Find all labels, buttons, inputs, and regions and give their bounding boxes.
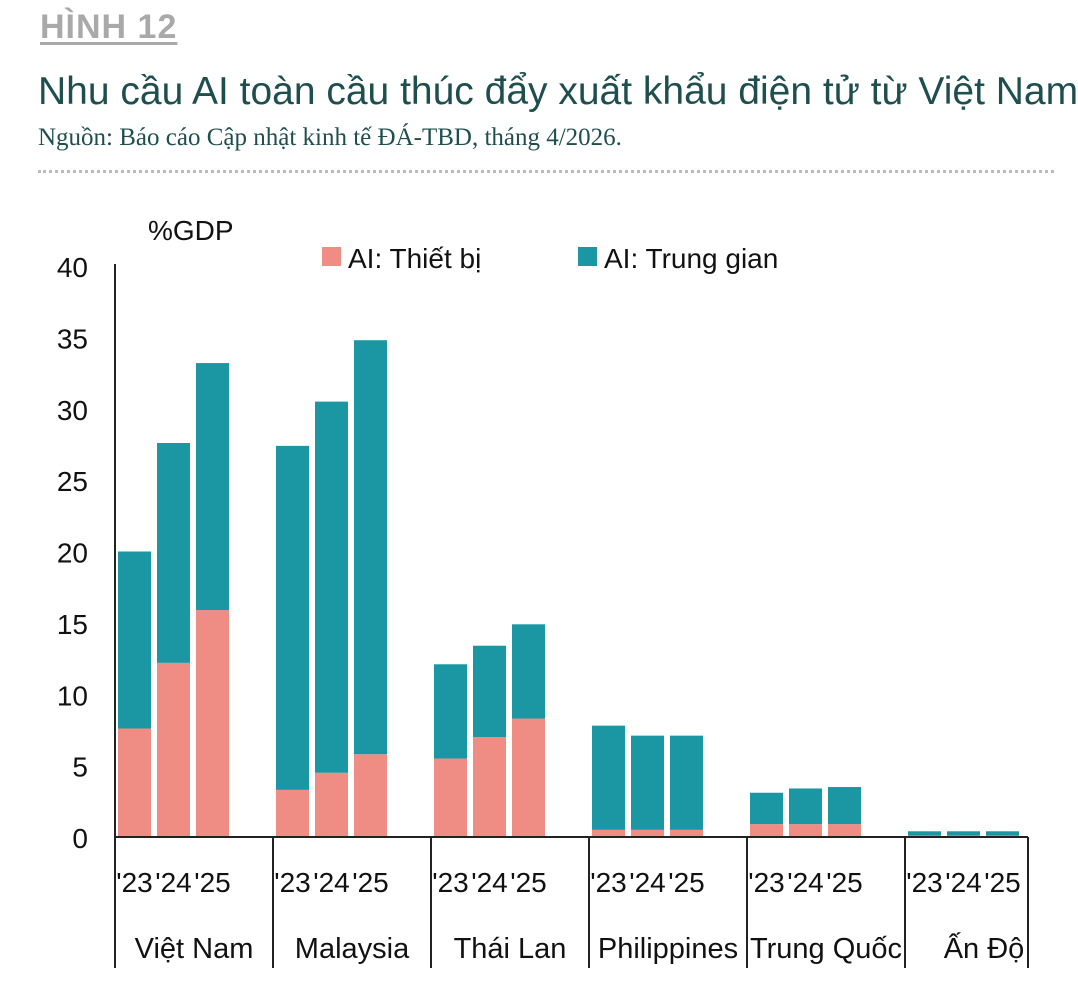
- x-tick-label: '24: [629, 867, 666, 898]
- bar-segment: [828, 787, 861, 825]
- legend-label: AI: Trung gian: [604, 243, 778, 274]
- bar-segment: [276, 445, 309, 790]
- bar-segment: [354, 754, 387, 837]
- x-tick-label: '23: [432, 867, 469, 898]
- bar-segment: [592, 725, 625, 830]
- legend: AI: Thiết bị AI: Trung gian: [322, 243, 778, 274]
- bar-segment: [986, 831, 1019, 836]
- bar-segment: [789, 788, 822, 825]
- x-tick-label: '25: [510, 867, 547, 898]
- legend-swatch: [578, 247, 597, 266]
- legend-swatch: [322, 247, 341, 266]
- bar-segment: [512, 718, 545, 837]
- chart-source: Nguồn: Báo cáo Cập nhật kinh tế ĐÁ-TBD, …: [38, 124, 622, 151]
- bars: [118, 340, 1019, 837]
- bar-segment: [670, 735, 703, 830]
- bar-segment: [908, 831, 941, 836]
- bar-segment: [276, 789, 309, 837]
- x-tick-label: '24: [945, 867, 982, 898]
- bar-segment: [118, 728, 151, 837]
- bar-segment: [315, 401, 348, 773]
- x-tick-label: '25: [984, 867, 1021, 898]
- x-tick-label: '23: [590, 867, 627, 898]
- bar-segment: [315, 772, 348, 837]
- x-tick-label: '23: [116, 867, 153, 898]
- x-tick-label: '25: [352, 867, 389, 898]
- y-tick-label: 35: [57, 323, 88, 354]
- y-tick-label: 20: [57, 538, 88, 569]
- bar-segment: [750, 792, 783, 825]
- bar-segment: [473, 737, 506, 837]
- x-tick-label: '25: [194, 867, 231, 898]
- legend-label: AI: Thiết bị: [348, 243, 481, 274]
- bar-segment: [789, 824, 822, 837]
- x-tick-label: '25: [826, 867, 863, 898]
- group-label: Trung Quốc: [750, 933, 902, 965]
- group-label: Philippines: [598, 933, 738, 965]
- bar-segment: [196, 363, 229, 611]
- bar-segment: [631, 829, 664, 837]
- y-axis: 0 5 10 15 20 25 30 35 40: [57, 252, 116, 854]
- x-tick-label: '24: [155, 867, 192, 898]
- bar-segment: [118, 551, 151, 729]
- group-label: Thái Lan: [454, 933, 567, 965]
- x-tick-label: '23: [274, 867, 311, 898]
- bar-segment: [947, 831, 980, 836]
- group-label: Malaysia: [295, 933, 410, 965]
- bar-segment: [157, 662, 190, 837]
- y-tick-label: 10: [57, 680, 88, 711]
- group-label: Việt Nam: [135, 933, 254, 965]
- group-label: Ấn Độ: [944, 931, 1025, 965]
- x-tick-label: '23: [906, 867, 943, 898]
- y-tick-label: 0: [72, 823, 88, 854]
- y-tick-label: 15: [57, 609, 88, 640]
- figure-label: HÌNH 12: [40, 8, 178, 46]
- bar-segment: [750, 824, 783, 837]
- x-tick-label: '24: [471, 867, 508, 898]
- bar-segment: [670, 829, 703, 837]
- x-tick-label: '25: [668, 867, 705, 898]
- y-tick-label: 40: [57, 252, 88, 283]
- y-tick-label: 25: [57, 466, 88, 497]
- y-tick-label: 30: [57, 395, 88, 426]
- y-axis-label: %GDP: [148, 215, 234, 246]
- bar-segment: [434, 758, 467, 837]
- bar-segment: [473, 645, 506, 738]
- x-tick-label: '23: [748, 867, 785, 898]
- bar-segment: [592, 829, 625, 837]
- chart-title: Nhu cầu AI toàn cầu thúc đẩy xuất khẩu đ…: [38, 70, 1078, 113]
- x-tick-label: '24: [787, 867, 824, 898]
- bar-segment: [631, 735, 664, 830]
- bar-segment: [434, 664, 467, 759]
- divider: [38, 170, 1054, 173]
- bar-segment: [828, 824, 861, 837]
- x-tick-label: '24: [313, 867, 350, 898]
- bar-segment: [512, 624, 545, 719]
- bar-segment: [354, 340, 387, 755]
- bar-segment: [196, 610, 229, 837]
- y-tick-label: 5: [72, 752, 88, 783]
- bar-segment: [157, 443, 190, 663]
